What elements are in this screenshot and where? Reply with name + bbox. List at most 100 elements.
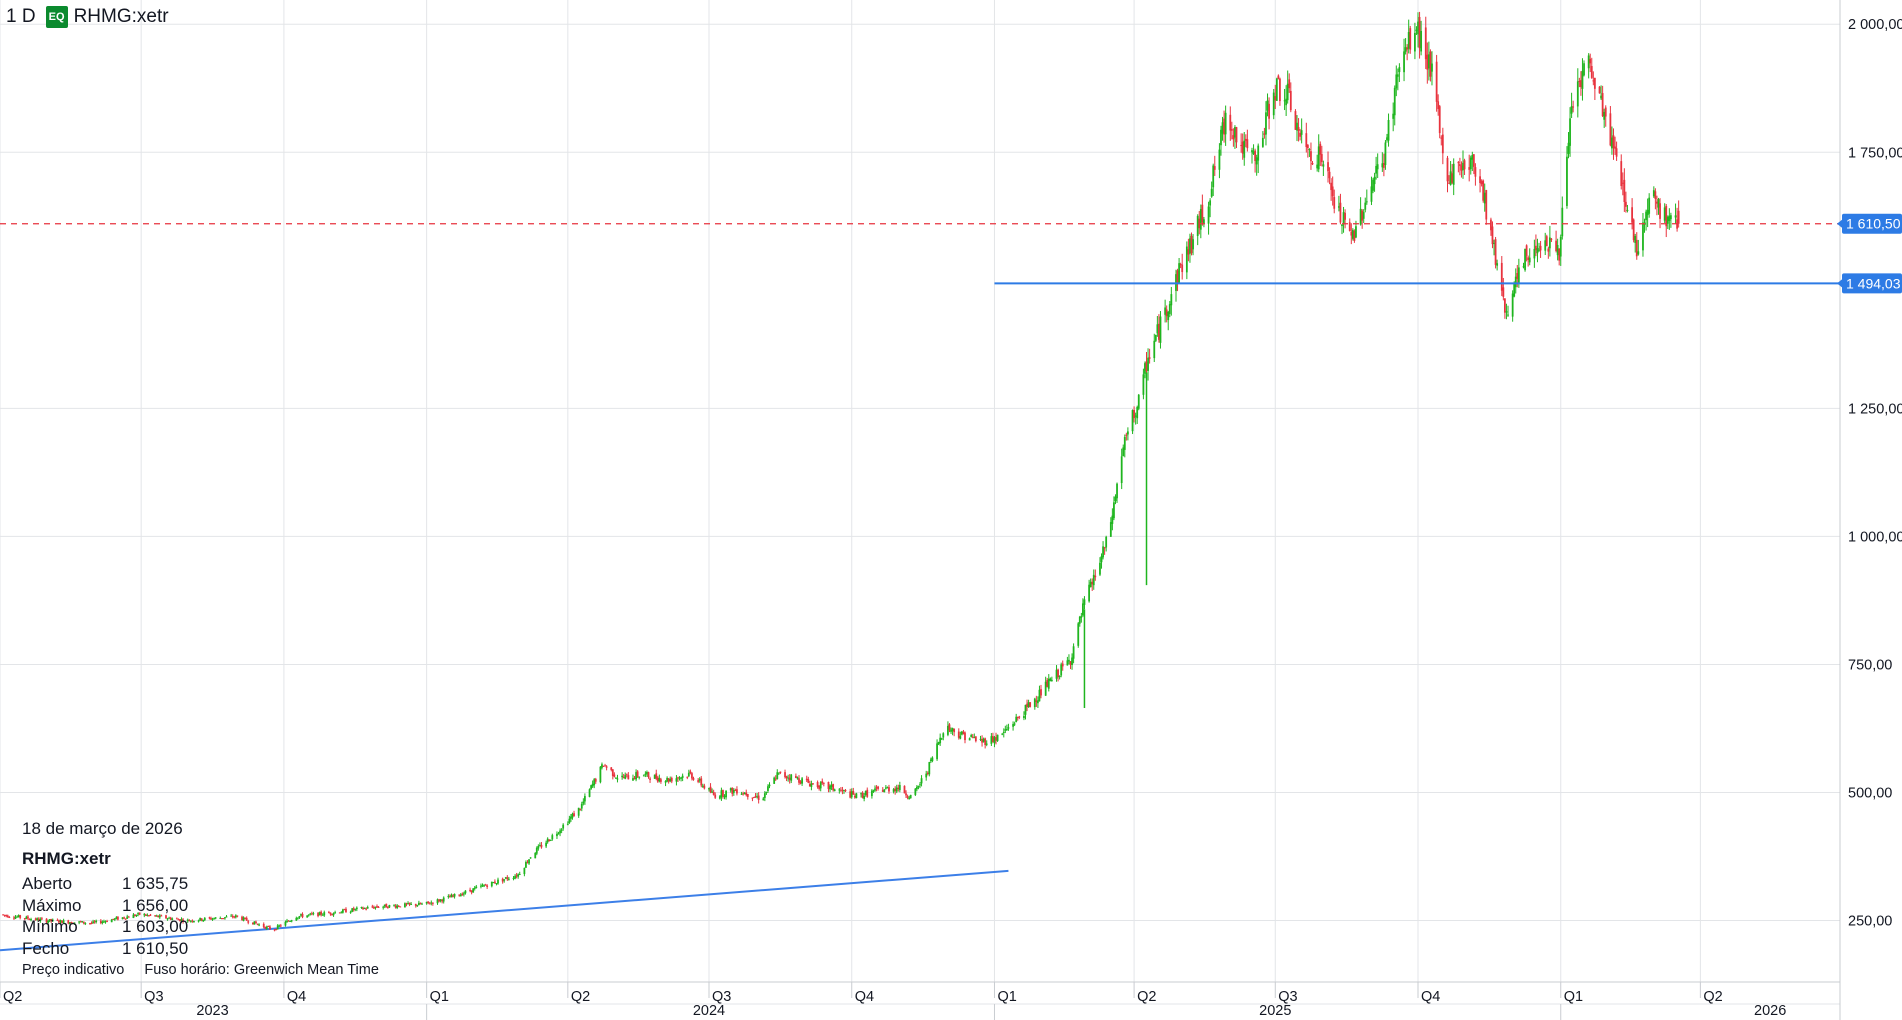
info-row-low: Mínimo 1 603,00 [22, 916, 188, 938]
y-tick-label: 2 000,00 [1848, 17, 1902, 33]
candle-body [1601, 93, 1604, 117]
candle-body [1069, 661, 1072, 665]
candle-body [1621, 182, 1624, 184]
candle-body [906, 796, 909, 798]
candle-body [624, 775, 627, 779]
candle-body [276, 925, 279, 930]
candle-body [124, 918, 127, 920]
candle-body [1656, 201, 1658, 204]
candle-body [777, 772, 780, 774]
candle-body [838, 789, 841, 791]
candle-body [1652, 190, 1655, 197]
candle-body [1600, 95, 1602, 99]
x-tick-label: Q3 [144, 989, 163, 1005]
year-label: 2023 [196, 1003, 228, 1019]
candle-body [354, 908, 357, 910]
candle-body [1012, 724, 1014, 727]
candle-body [926, 772, 929, 774]
candle-body [312, 913, 315, 915]
candle-body [1659, 203, 1661, 219]
candle-body [374, 906, 377, 909]
candle-body [919, 784, 921, 786]
candle-body [262, 923, 265, 928]
candle-body [1457, 162, 1460, 164]
candle-body [385, 903, 388, 908]
candle-body [736, 789, 738, 794]
candle-body [1178, 263, 1180, 283]
candle-body [560, 829, 563, 831]
candle-body [720, 790, 723, 798]
interval-label[interactable]: 1 D [6, 6, 36, 27]
candle-body [1168, 304, 1171, 314]
candle-body [1005, 728, 1008, 730]
candle-body [1100, 556, 1103, 563]
candle-body [942, 733, 945, 738]
candle-body [742, 793, 745, 795]
candle-body [722, 790, 724, 797]
candle-body [779, 771, 782, 773]
candle-body [697, 780, 700, 782]
candle-body [1145, 361, 1148, 372]
candle-body [864, 790, 867, 795]
candle-body [449, 896, 451, 898]
candle-body [718, 796, 721, 799]
candle-body [591, 783, 594, 787]
candle-body [186, 919, 189, 922]
candle-body [213, 918, 215, 920]
candle-body [1431, 63, 1433, 72]
candle-body [1158, 323, 1160, 340]
candle-body [526, 862, 529, 864]
candle-body [931, 757, 934, 762]
candle-body [321, 914, 324, 916]
candle-body [27, 916, 29, 919]
candle-body [494, 881, 496, 884]
candle-body [428, 903, 431, 905]
candle-body [929, 759, 932, 762]
candle-body [483, 885, 485, 887]
candle-body [50, 918, 53, 922]
candle-body [1134, 415, 1137, 417]
candle-body [1209, 200, 1212, 206]
candle-body [545, 842, 548, 847]
candle-body [644, 773, 647, 775]
candle-body [507, 878, 510, 880]
candle-body [774, 778, 777, 780]
candle-body [1437, 101, 1440, 110]
candle-body [1185, 246, 1188, 273]
candle-body [1500, 262, 1503, 291]
candle-body [25, 916, 28, 919]
candle-body [1261, 137, 1264, 147]
candle-body [968, 738, 971, 741]
candle-body [925, 773, 928, 778]
candle-body [1493, 242, 1495, 245]
candle-body [818, 786, 821, 789]
candle-body [1547, 248, 1550, 252]
candle-body [1396, 74, 1399, 77]
candle-body [610, 767, 613, 770]
candle-body [551, 835, 554, 840]
candle-body [1440, 137, 1443, 139]
candle-body [501, 878, 504, 882]
candle-body [48, 919, 51, 922]
candle-body [872, 790, 875, 792]
candle-body [175, 918, 178, 920]
candle-body [1037, 700, 1039, 704]
candle-body [995, 737, 997, 741]
x-tick-label: Q1 [997, 989, 1016, 1005]
candle-body [767, 786, 769, 791]
candle-body [79, 921, 82, 923]
candle-body [897, 787, 900, 789]
chart-footer: Preço indicativo Fuso horário: Greenwich… [22, 962, 379, 978]
candle-body [1528, 257, 1531, 263]
symbol-label[interactable]: RHMG:xetr [73, 6, 169, 27]
candle-body [1120, 456, 1123, 484]
candle-body [1418, 16, 1421, 49]
candle-body [1165, 309, 1168, 317]
candle-body [753, 797, 755, 799]
candle-body [1468, 167, 1471, 170]
candle-body [1361, 210, 1364, 221]
price-tag-pointer [1837, 279, 1842, 288]
candle-body [92, 921, 94, 924]
candle-body [436, 899, 439, 904]
